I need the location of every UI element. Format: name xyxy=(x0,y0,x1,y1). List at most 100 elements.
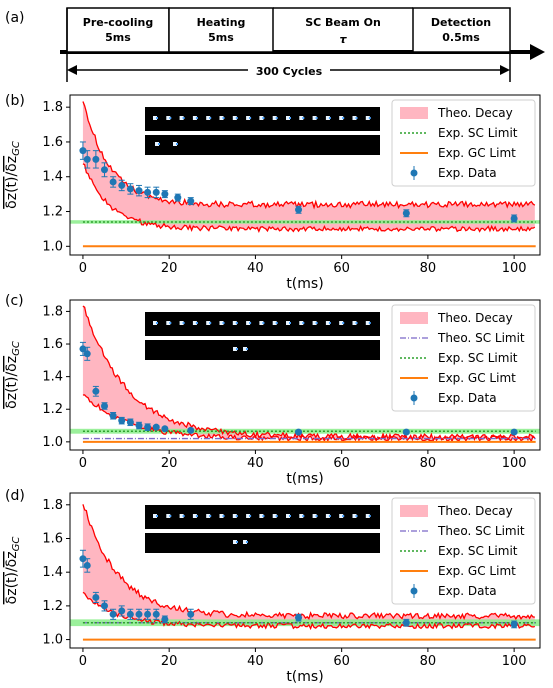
x-tick-label: 20 xyxy=(161,261,178,276)
data-point xyxy=(144,423,152,431)
ion-spot xyxy=(195,322,198,324)
legend-swatch-data xyxy=(410,394,418,402)
ion-spot xyxy=(272,514,277,518)
y-axis-label: δz(t)/δzGC xyxy=(4,537,22,605)
ion-spot xyxy=(249,515,252,517)
panel-label: (d) xyxy=(5,488,25,504)
legend-box xyxy=(391,99,536,187)
x-tick-label: 80 xyxy=(420,456,437,471)
axes-frame xyxy=(69,94,541,256)
ion-spot xyxy=(302,117,305,119)
ion-spot xyxy=(312,514,317,518)
data-point xyxy=(161,425,169,433)
data-point xyxy=(92,387,100,395)
data-point xyxy=(83,561,91,569)
ion-spot xyxy=(233,540,237,544)
legend-swatch-data xyxy=(410,169,418,177)
chart-panel-c: (c) 0 20 40 60 80 100 1.0 1.2 1.4 1.6 1.8 t(ms) δz(t)… xyxy=(4,293,541,487)
ion-spot xyxy=(315,322,318,324)
ion-spot xyxy=(195,117,198,119)
ion-spot xyxy=(325,116,330,120)
legend-label: Exp. SC Limit xyxy=(438,351,518,365)
y-tick-label: 1.2 xyxy=(42,402,63,417)
y-tick-label: 1.6 xyxy=(42,135,63,150)
plot-area xyxy=(70,305,540,443)
segment-label: Pre-cooling xyxy=(83,16,153,29)
ion-spot xyxy=(355,515,358,517)
data-point xyxy=(510,214,518,222)
data-point xyxy=(510,428,518,436)
x-tick-label: 60 xyxy=(333,261,350,276)
ion-spot xyxy=(166,514,171,518)
legend-label: Theo. SC Limit xyxy=(437,524,525,538)
cycle-arrow-left xyxy=(67,65,77,75)
ion-spot xyxy=(275,515,278,517)
data-point xyxy=(295,428,303,436)
y-tick-label: 1.6 xyxy=(42,337,63,352)
axes-frame xyxy=(69,299,541,451)
ion-spot xyxy=(339,321,344,325)
ion-spot xyxy=(328,117,331,119)
data-point xyxy=(135,422,143,430)
ion-spot xyxy=(179,514,184,518)
plot-area xyxy=(70,504,540,641)
data-point xyxy=(152,188,160,196)
chart-panel-d: (d) 0 20 40 60 80 100 1.0 1.2 1.4 1.6 1.8 t(ms) δz(t)… xyxy=(4,488,541,685)
legend: Theo. Decay Theo. SC Limit Exp. SC Limit Ex… xyxy=(391,497,536,605)
data-point xyxy=(100,166,108,174)
ion-spot xyxy=(192,514,197,518)
data-point xyxy=(100,602,108,610)
data-point xyxy=(109,610,117,618)
ion-spot xyxy=(235,322,238,324)
ion-image-bottom xyxy=(145,533,380,553)
ion-spot xyxy=(302,322,305,324)
ion-spot xyxy=(249,322,252,324)
data-point xyxy=(144,610,152,618)
ion-spot xyxy=(355,322,358,324)
ion-spot xyxy=(236,348,238,350)
theo-decay-upper xyxy=(82,101,536,210)
legend-label: Exp. GC Limt xyxy=(438,564,516,578)
ion-spot xyxy=(246,348,248,350)
ion-spot xyxy=(232,116,237,120)
y-tick-label: 1.6 xyxy=(42,531,63,546)
y-tick-label: 1.8 xyxy=(42,498,63,513)
ion-spot xyxy=(173,142,177,146)
ion-spot xyxy=(235,515,238,517)
x-axis-label: t(ms) xyxy=(286,471,323,487)
panel-label-a: (a) xyxy=(5,10,25,26)
ion-spot xyxy=(302,515,305,517)
ion-spot xyxy=(166,116,171,120)
data-point xyxy=(79,147,87,155)
y-tick-label: 1.0 xyxy=(42,435,63,450)
ion-spot xyxy=(206,514,211,518)
ion-spot xyxy=(169,322,172,324)
data-point xyxy=(295,206,303,214)
ion-spot xyxy=(315,117,318,119)
data-point xyxy=(161,190,169,198)
ion-spot xyxy=(259,321,264,325)
ion-spot xyxy=(286,514,290,518)
panel-label: (b) xyxy=(5,93,25,109)
y-axis-label: δz(t)/δzGC xyxy=(4,341,22,409)
data-point xyxy=(161,615,169,623)
ion-spot xyxy=(365,514,370,518)
x-tick-label: 20 xyxy=(161,654,178,669)
ion-spot xyxy=(259,116,264,120)
ion-spot xyxy=(192,321,197,325)
ion-spot xyxy=(153,321,157,325)
ion-spot xyxy=(299,116,304,120)
ion-spot xyxy=(328,515,331,517)
ion-spot xyxy=(222,322,225,324)
ion-spot xyxy=(249,117,252,119)
segment-heating xyxy=(168,7,274,53)
legend-label: Exp. Data xyxy=(438,584,497,598)
ion-spot xyxy=(342,515,345,517)
ion-spot xyxy=(153,514,157,518)
ion-spot xyxy=(246,514,251,518)
ion-image-inset xyxy=(145,312,380,360)
legend-label: Theo. Decay xyxy=(437,106,513,120)
x-tick-label: 100 xyxy=(502,261,527,276)
data-point xyxy=(402,619,410,627)
legend-label: Exp. GC Limt xyxy=(438,146,516,160)
